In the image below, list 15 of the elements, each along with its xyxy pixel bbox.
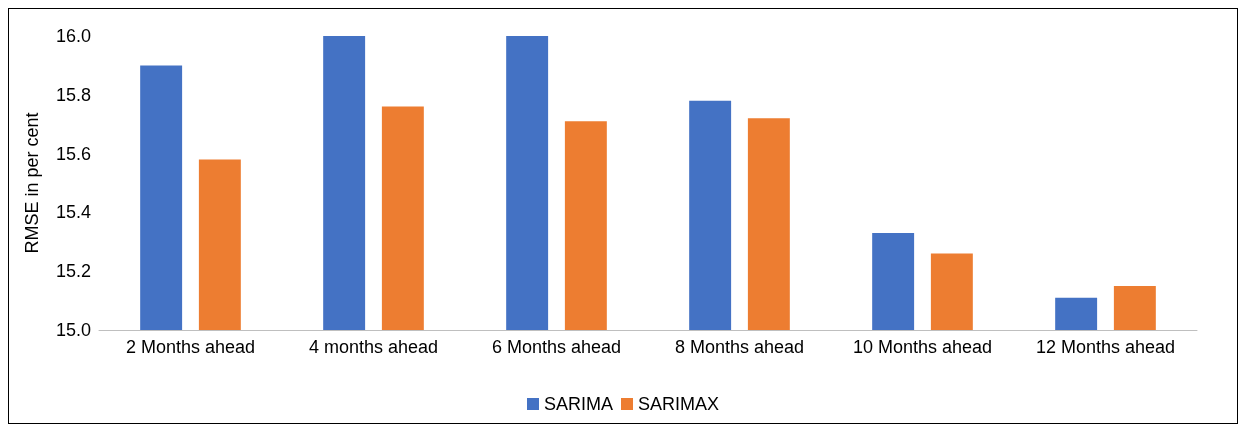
y-tick-label: 15.4 — [55, 202, 91, 223]
x-tick-label: 12 Months ahead — [1035, 337, 1176, 357]
legend-label: SARIMA — [543, 394, 613, 414]
y-tick-label: 15.6 — [55, 143, 91, 164]
x-tick-label: 8 Months ahead — [674, 337, 805, 357]
x-tick-label: 2 Months ahead — [125, 337, 256, 357]
y-tick-label: 15.8 — [55, 84, 91, 105]
x-tick-label: 6 Months ahead — [491, 337, 622, 357]
y-axis-title: RMSE in per cent — [22, 112, 42, 254]
x-tick-label: 10 Months ahead — [852, 337, 993, 357]
y-tick-label: 15.0 — [55, 320, 91, 340]
y-tick-label: 16.0 — [55, 26, 91, 46]
y-tick-label: 15.2 — [55, 261, 91, 282]
x-tick-label: 4 months ahead — [308, 337, 439, 357]
legend-label: SARIMAX — [638, 394, 720, 414]
